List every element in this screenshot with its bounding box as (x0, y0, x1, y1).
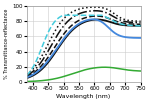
Y-axis label: % Transmittance-reflectance: % Transmittance-reflectance (4, 9, 9, 79)
X-axis label: Wavelength (nm): Wavelength (nm) (56, 94, 111, 99)
